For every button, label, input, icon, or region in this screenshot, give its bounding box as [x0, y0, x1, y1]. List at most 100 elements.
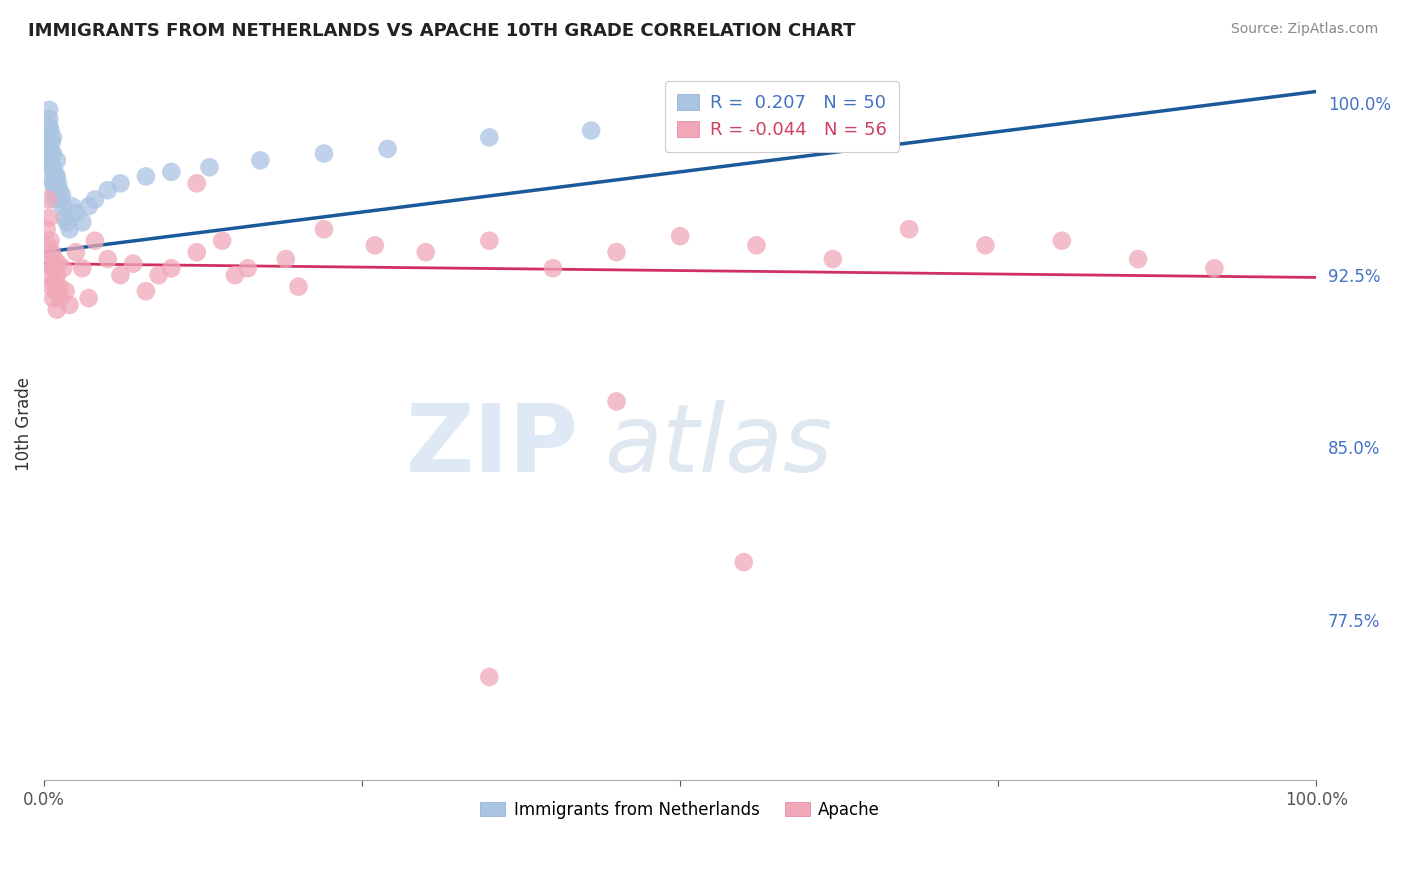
Point: [834, 107, 856, 121]
Point: [45, 169, 67, 184]
Point: [45, 268, 67, 282]
Point: [478, 234, 501, 248]
Text: atlas: atlas: [603, 401, 832, 491]
Point: [821, 252, 844, 266]
Point: [606, 245, 628, 260]
Point: [38, 211, 60, 225]
Point: [58, 222, 80, 236]
Point: [37, 130, 59, 145]
Point: [41, 135, 63, 149]
Point: [84, 234, 107, 248]
Point: [39, 268, 62, 282]
Point: [312, 222, 335, 236]
Point: [38, 119, 60, 133]
Point: [42, 291, 65, 305]
Point: [135, 169, 157, 184]
Point: [53, 211, 76, 225]
Point: [211, 234, 233, 248]
Point: [77, 291, 100, 305]
Point: [38, 103, 60, 117]
Point: [160, 165, 183, 179]
Point: [669, 229, 692, 244]
Point: [198, 161, 221, 175]
Point: [42, 177, 65, 191]
Point: [44, 165, 66, 179]
Point: [110, 177, 132, 191]
Point: [51, 187, 73, 202]
Point: [41, 245, 63, 260]
Point: [55, 285, 77, 299]
Point: [541, 261, 564, 276]
Point: [579, 123, 602, 137]
Point: [39, 144, 62, 158]
Point: [478, 130, 501, 145]
Point: [52, 199, 75, 213]
Point: [606, 394, 628, 409]
Text: IMMIGRANTS FROM NETHERLANDS VS APACHE 10TH GRADE CORRELATION CHART: IMMIGRANTS FROM NETHERLANDS VS APACHE 10…: [28, 22, 856, 40]
Point: [45, 153, 67, 168]
Point: [274, 252, 297, 266]
Point: [44, 193, 66, 207]
Point: [42, 161, 65, 175]
Point: [415, 245, 437, 260]
Point: [41, 161, 63, 175]
Point: [37, 193, 59, 207]
Point: [224, 268, 246, 282]
Point: [733, 555, 755, 569]
Point: [60, 199, 83, 213]
Point: [45, 187, 67, 202]
Point: [39, 133, 62, 147]
Point: [160, 261, 183, 276]
Point: [974, 238, 997, 252]
Point: [1050, 234, 1073, 248]
Point: [236, 261, 259, 276]
Point: [45, 186, 67, 200]
Point: [41, 149, 63, 163]
Point: [56, 215, 79, 229]
Point: [46, 257, 69, 271]
Point: [1126, 252, 1149, 266]
Point: [110, 268, 132, 282]
Point: [377, 142, 399, 156]
Point: [72, 215, 94, 229]
Point: [49, 291, 72, 305]
Point: [46, 177, 69, 191]
Point: [1204, 261, 1226, 276]
Point: [97, 252, 120, 266]
Point: [41, 279, 63, 293]
Point: [45, 285, 67, 299]
Point: [38, 112, 60, 126]
Point: [695, 114, 717, 128]
Point: [148, 268, 170, 282]
Point: [122, 257, 145, 271]
Point: [186, 245, 208, 260]
Point: [44, 252, 66, 266]
Point: [45, 302, 67, 317]
Point: [39, 234, 62, 248]
Point: [312, 146, 335, 161]
Point: [72, 261, 94, 276]
Point: [478, 670, 501, 684]
Point: [45, 169, 67, 184]
Point: [77, 199, 100, 213]
Legend: Immigrants from Netherlands, Apache: Immigrants from Netherlands, Apache: [474, 794, 887, 825]
Point: [97, 183, 120, 197]
Text: ZIP: ZIP: [405, 400, 578, 491]
Point: [898, 222, 921, 236]
Point: [84, 193, 107, 207]
Point: [35, 153, 58, 168]
Point: [58, 298, 80, 312]
Point: [52, 261, 75, 276]
Point: [41, 171, 63, 186]
Point: [186, 177, 208, 191]
Point: [364, 238, 387, 252]
Point: [42, 130, 65, 145]
Point: [745, 238, 768, 252]
Point: [35, 222, 58, 236]
Point: [44, 275, 66, 289]
Point: [49, 193, 72, 207]
Point: [48, 183, 70, 197]
Point: [37, 238, 59, 252]
Point: [38, 257, 60, 271]
Point: [65, 206, 87, 220]
